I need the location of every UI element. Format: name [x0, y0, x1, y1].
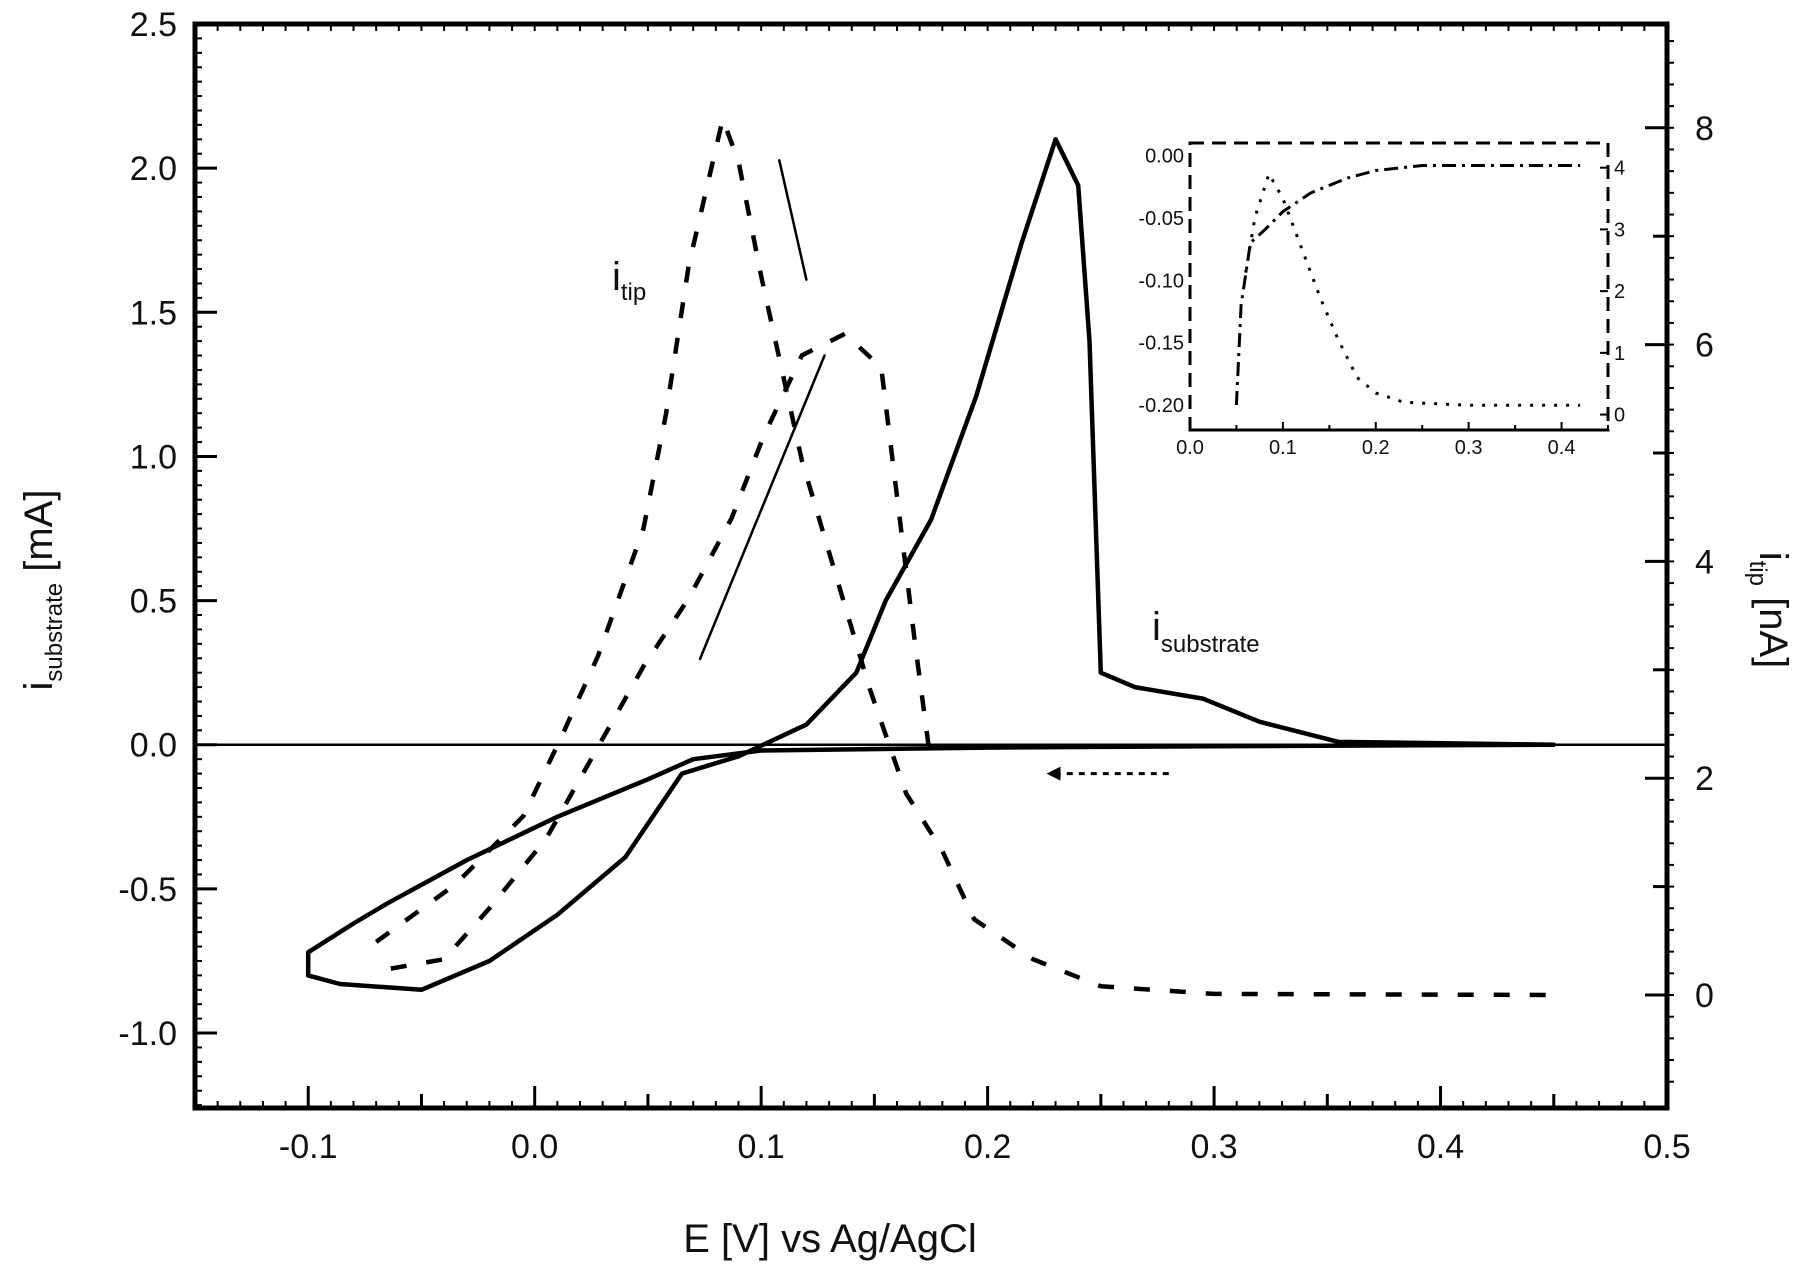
series-i-substrate-forward-sweep- — [305, 137, 1557, 993]
left-y-axis-title: isubstrate [mA] — [17, 490, 68, 691]
x-axis-ticks: -0.1 0.0 0.1 0.2 0.3 0.4 0.5 — [279, 1086, 1691, 1166]
right-y-tick-label: 2 — [1695, 760, 1714, 798]
inset-x-tick-label: 0.4 — [1548, 437, 1576, 459]
inset-left-tick-label: -0.10 — [1138, 270, 1184, 292]
sweep-direction-arrow — [1046, 766, 1169, 781]
left-y-tick-label: -1.0 — [118, 1015, 177, 1053]
inset-plot: 0.0 0.1 0.2 0.3 0.4 0.00 -0.05 -0.10 -0.15 -0.20 4… — [1138, 141, 1625, 459]
inset-right-tick-label: 3 — [1614, 219, 1625, 241]
left-y-tick-label: 0.5 — [130, 583, 177, 621]
left-y-axis-ticks: 2.5 2.0 1.5 1.0 0.5 0.0 -0.5 -1.0 — [118, 6, 217, 1053]
inset-x-tick-label: 0.0 — [1176, 437, 1204, 459]
left-y-tick-label: 2.5 — [130, 6, 177, 44]
series-i-tip-forward-sweep- — [374, 116, 1554, 998]
inset-x-tick-label: 0.3 — [1455, 437, 1483, 459]
left-y-axis-title-main: i — [17, 682, 61, 691]
x-tick-label: 0.0 — [511, 1128, 558, 1166]
left-y-tick-label: 0.0 — [130, 727, 177, 765]
inset-x-tick-label: 0.1 — [1269, 437, 1297, 459]
right-y-axis-title-main: i — [1751, 552, 1795, 561]
right-y-axis-title-unit: [nA] — [1751, 586, 1795, 668]
inset-right-tick-label: 2 — [1614, 281, 1625, 303]
series-i-tip-reverse-sweep- — [375, 331, 931, 974]
inset-left-tick-label: -0.15 — [1138, 333, 1184, 355]
left-y-tick-label: -0.5 — [118, 871, 177, 909]
arrow-head-icon — [1046, 766, 1061, 781]
right-y-tick-label: 8 — [1695, 110, 1714, 148]
x-tick-label: 0.3 — [1190, 1128, 1237, 1166]
inset-left-tick-label: -0.20 — [1138, 395, 1184, 417]
annotation-i-tip-sub: tip — [621, 279, 646, 306]
right-y-axis-title-sub: tip — [1744, 561, 1771, 586]
inset-right-tick-label: 0 — [1614, 405, 1625, 427]
left-y-axis-title-sub: substrate — [41, 583, 68, 682]
annotation-i-tip: itip — [612, 255, 646, 306]
x-tick-label: 0.1 — [738, 1128, 785, 1166]
right-y-tick-label: 6 — [1695, 327, 1714, 365]
x-tick-label: 0.2 — [964, 1128, 1011, 1166]
inset-series — [1234, 164, 1581, 406]
plot-frame — [192, 21, 1670, 1111]
annotation-i-substrate: isubstrate — [1152, 605, 1260, 658]
series-i-substrate-reverse-sweep- — [305, 742, 1557, 978]
x-tick-label: -0.1 — [279, 1128, 338, 1166]
left-y-tick-label: 1.5 — [130, 294, 177, 332]
plot-border — [192, 21, 1670, 1111]
inset-left-tick-label: -0.05 — [1138, 208, 1184, 230]
series-i-tip-thin-trace-2- — [698, 354, 826, 661]
x-tick-label: 0.4 — [1417, 1128, 1464, 1166]
annotation-i-substrate-main: i — [1152, 605, 1161, 649]
left-y-tick-label: 2.0 — [130, 150, 177, 188]
right-y-axis-ticks: 8 6 4 2 0 — [1645, 110, 1714, 1015]
x-tick-label: 0.5 — [1643, 1128, 1690, 1166]
inset-x-tick-label: 0.2 — [1362, 437, 1390, 459]
annotation-i-tip-main: i — [612, 255, 621, 299]
left-y-tick-label: 1.0 — [130, 438, 177, 476]
series-i-tip-thin-trace- — [778, 159, 808, 281]
left-y-axis-title-unit: [mA] — [17, 490, 61, 583]
x-axis-title: E [V] vs Ag/AgCl — [683, 1217, 976, 1261]
annotation-i-substrate-sub: substrate — [1161, 631, 1260, 658]
data-series — [193, 116, 1669, 998]
inset-right-tick-label: 4 — [1614, 158, 1625, 180]
inset-right-tick-label: 1 — [1614, 343, 1625, 365]
right-y-tick-label: 4 — [1695, 543, 1714, 581]
inset-border — [1188, 141, 1610, 432]
inset-left-tick-label: 0.00 — [1145, 145, 1184, 167]
right-y-axis-title: itip [nA] — [1744, 552, 1795, 669]
right-y-tick-label: 0 — [1695, 977, 1714, 1015]
